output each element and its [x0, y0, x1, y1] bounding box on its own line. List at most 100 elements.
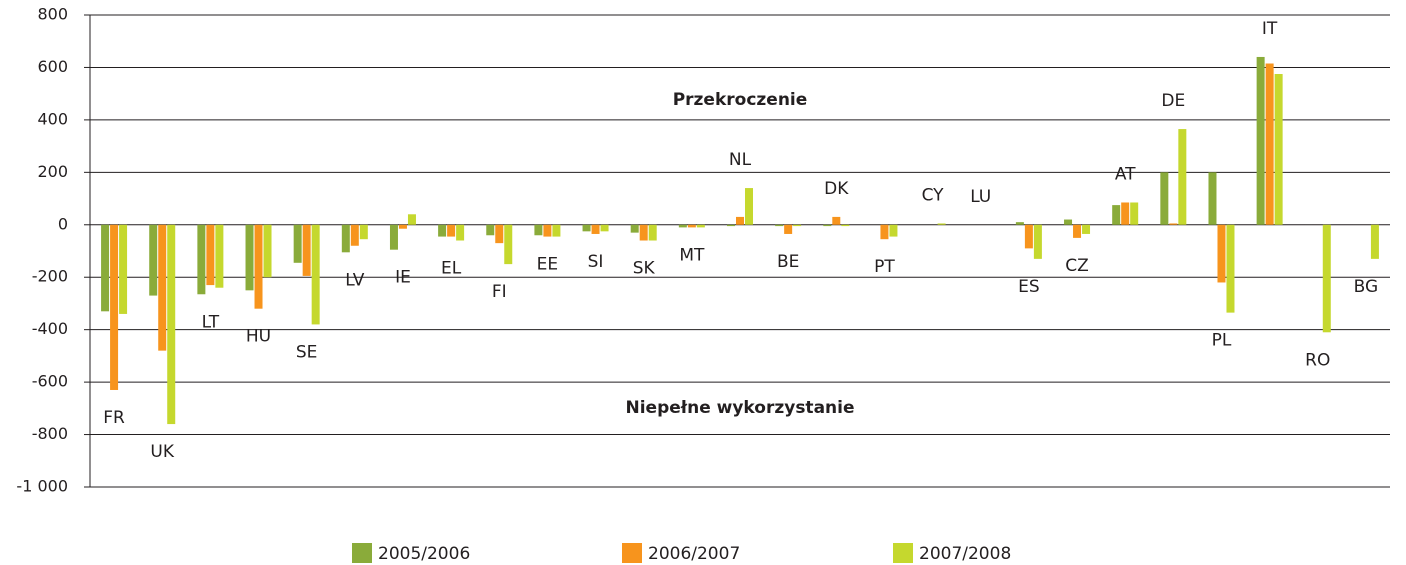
bar [1024, 224, 1033, 249]
bar [110, 224, 119, 390]
legend-swatch [622, 543, 642, 563]
category-label: BG [1354, 277, 1379, 297]
bar [727, 224, 735, 227]
category-label: EE [537, 255, 558, 275]
y-tick-label: -200 [32, 267, 68, 286]
bar [341, 224, 350, 253]
bar [1073, 224, 1082, 238]
bar [263, 224, 272, 278]
bar [1274, 74, 1283, 225]
legend-label: 2006/2007 [648, 544, 740, 564]
bar [1265, 63, 1274, 225]
bar [456, 224, 465, 241]
category-label: CY [922, 185, 945, 205]
bar [398, 224, 407, 229]
legend-swatch [352, 543, 372, 563]
bar [937, 223, 946, 225]
bar [389, 224, 398, 250]
category-label: CZ [1065, 256, 1089, 276]
legend-label: 2007/2008 [919, 544, 1011, 564]
legend-label: 2005/2006 [378, 544, 470, 564]
category-label: LU [970, 187, 991, 207]
bar [350, 224, 359, 246]
y-tick-label: 0 [58, 214, 68, 233]
category-label: NL [729, 150, 752, 170]
bar [1064, 219, 1073, 225]
bar [1178, 129, 1187, 225]
category-label: ES [1018, 277, 1040, 297]
bar [254, 224, 263, 309]
bar [832, 216, 841, 225]
bar [1160, 172, 1169, 225]
bar [1169, 223, 1178, 225]
bar [1226, 224, 1235, 313]
bar [591, 224, 600, 234]
bar [101, 224, 110, 312]
category-label: IT [1262, 19, 1278, 39]
y-tick-label: 400 [37, 109, 68, 128]
bar [687, 224, 696, 228]
category-label: SK [633, 259, 656, 279]
bar [158, 224, 167, 351]
bar [639, 224, 648, 241]
bar [775, 224, 784, 227]
y-tick-label: 200 [37, 162, 68, 181]
category-label: RO [1305, 350, 1330, 370]
bar [696, 224, 705, 228]
bar [823, 224, 832, 227]
bar [486, 224, 495, 236]
bar [1015, 222, 1024, 225]
bar [841, 224, 850, 227]
annotation: Niepełne wykorzystanie [626, 398, 855, 418]
bar [407, 214, 416, 225]
category-label: EL [441, 259, 462, 279]
bar [552, 224, 561, 237]
bar [1112, 205, 1121, 225]
bar [1256, 56, 1265, 225]
bar [1121, 202, 1130, 225]
bar [1322, 224, 1331, 333]
category-label: SI [588, 252, 604, 272]
category-label: BE [777, 252, 799, 272]
bar [197, 224, 206, 295]
bar [167, 224, 176, 425]
bar [495, 224, 504, 244]
y-tick-label: 600 [37, 57, 68, 76]
bar [880, 224, 889, 240]
bar [302, 224, 311, 276]
bar [600, 224, 609, 232]
category-label: FR [103, 408, 125, 428]
bar [119, 224, 128, 314]
bar [736, 216, 744, 225]
bar [149, 224, 158, 296]
category-label: MT [679, 245, 705, 265]
category-label: LT [202, 312, 220, 332]
bar [215, 224, 224, 288]
bar [293, 224, 302, 263]
category-label: AT [1115, 164, 1136, 184]
bar [1208, 172, 1217, 225]
category-label: FI [492, 282, 507, 302]
category-label: DE [1161, 91, 1185, 111]
bar [1370, 224, 1379, 259]
bar [534, 224, 543, 236]
category-label: HU [246, 327, 271, 347]
bar [889, 224, 898, 237]
bar [678, 224, 687, 228]
bar [504, 224, 513, 265]
y-tick-label: -1 000 [16, 477, 68, 496]
bar [745, 188, 753, 225]
bar [311, 224, 320, 325]
category-label: SE [296, 342, 318, 362]
bar [543, 224, 552, 237]
category-label: UK [150, 442, 174, 462]
bar [447, 224, 456, 237]
bar [630, 224, 639, 233]
category-label: DK [824, 179, 849, 199]
bar [206, 224, 215, 286]
bar [359, 224, 368, 240]
bar [582, 224, 591, 232]
bar [245, 224, 254, 291]
y-tick-label: 800 [37, 5, 68, 24]
bar [438, 224, 447, 237]
